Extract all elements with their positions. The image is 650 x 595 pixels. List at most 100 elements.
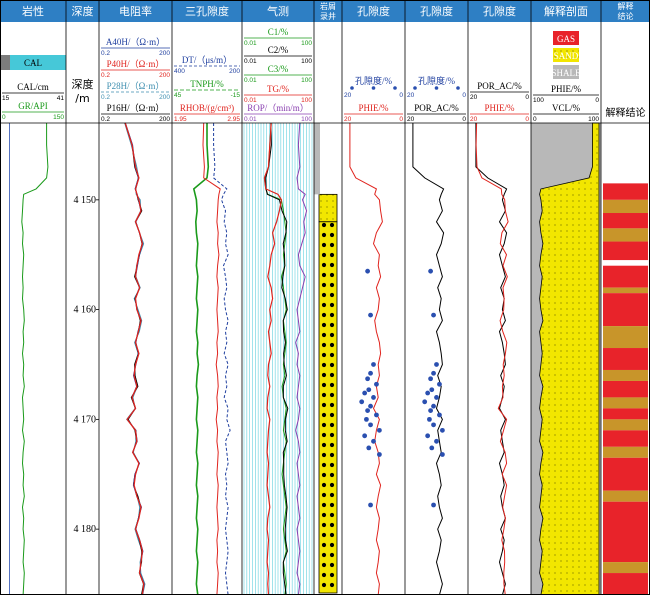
curve-label: C3/%: [268, 64, 289, 74]
phie-curve: [349, 123, 383, 595]
curve-label: C2/%: [268, 45, 289, 55]
interpretation-layer-gas: [603, 183, 648, 200]
interpretation-layer-gas: [603, 241, 648, 261]
scale-min: 0.2: [101, 72, 110, 79]
depth-tick-label: 4 150: [74, 195, 97, 206]
depth-tick-label: 4 170: [74, 414, 97, 425]
scale-min: 1.95: [174, 116, 187, 123]
core-point: [362, 433, 368, 439]
legend-sand-label: SAND: [554, 51, 579, 61]
core-point: [434, 362, 439, 367]
curve-label: TNPH/%: [190, 79, 224, 89]
cal-box-label: CAL: [24, 58, 42, 68]
interpretation-layer-sand: [603, 228, 648, 242]
core-point: [365, 376, 370, 382]
track-title: 电阻率: [119, 4, 152, 18]
curve-label: POR_AC/%: [477, 81, 522, 91]
legend-sand-box: [553, 48, 579, 62]
interpretation-layer-gas: [603, 430, 648, 447]
core-point: [428, 376, 433, 382]
track-title: 岩屑: [320, 1, 336, 11]
tg-curve: [263, 122, 283, 595]
track-title: 解释: [618, 1, 634, 11]
depth-tick-label: 4 180: [74, 524, 97, 535]
core-point: [437, 381, 442, 387]
scale-max: 100: [301, 97, 312, 104]
scale-max: 41: [57, 95, 65, 102]
scale-min: 20: [344, 92, 352, 99]
interpretation-layer-sand: [603, 446, 648, 458]
curve-label: A40H/（Ω·m）: [106, 37, 165, 47]
scale-min: 0.01: [244, 97, 257, 104]
scale-max: 100: [301, 77, 312, 84]
core-point: [428, 268, 433, 274]
curve-label: P40H/（Ω·m）: [107, 59, 165, 69]
track-title: 结论: [618, 11, 634, 21]
track-title: 气测: [267, 4, 289, 18]
scale-max: -15: [231, 92, 241, 99]
core-point: [377, 427, 382, 433]
points-legend-dot: [371, 86, 376, 90]
interpretation-layer-sand: [603, 287, 648, 294]
interpretation-layer-gas: [603, 213, 648, 229]
core-point: [440, 427, 445, 433]
scale-max: 200: [159, 116, 170, 123]
scale-min: 0.01: [244, 77, 257, 84]
depth-label: 深度: [72, 77, 94, 91]
points-label: 孔隙度/%: [418, 75, 456, 86]
conclusion-header: 解释结论: [606, 106, 646, 119]
scale-min: 45: [174, 92, 182, 99]
scale-min: 400: [174, 68, 185, 75]
curve-label: PHIE/%: [359, 103, 390, 113]
phie-curve-2: [475, 122, 509, 595]
track-title: 录井: [320, 11, 336, 21]
core-point: [431, 403, 436, 409]
core-point: [434, 395, 439, 400]
core-point: [368, 422, 373, 428]
curve-label: C1/%: [268, 27, 289, 37]
track-title: 孔隙度: [357, 4, 390, 18]
interpretation-layer-sand: [603, 419, 648, 431]
curve-label: TG/%: [267, 84, 289, 94]
profile-sand-fill: [539, 122, 600, 595]
legend-shale-box: [553, 65, 579, 79]
scale-max: 200: [159, 72, 170, 79]
c1-curve: [263, 122, 287, 595]
points-label: 孔隙度/%: [355, 75, 393, 86]
legend-shale-label: SHALE: [552, 68, 582, 78]
interpretation-layer-sand: [603, 199, 648, 214]
scale-max: 100: [301, 58, 312, 65]
scale-min: 0.01: [244, 116, 257, 123]
scale-min: 20: [407, 92, 415, 99]
scale-min: 0.2: [101, 94, 110, 101]
curve-label: VCL/%: [552, 103, 581, 113]
core-point: [429, 387, 435, 393]
interpretation-layer-white: [603, 260, 648, 266]
curve-label: DT/（μs/m）: [182, 55, 232, 65]
scale-max: 0: [399, 116, 403, 123]
track-title: 三孔隙度: [185, 4, 229, 18]
scale-min: 100: [533, 97, 544, 104]
curve-label: ROP/（min/m）: [247, 103, 309, 113]
scale-max: 100: [301, 116, 312, 123]
core-point: [437, 412, 442, 418]
scale-min: 0.2: [101, 116, 110, 123]
core-point: [425, 433, 431, 439]
points-legend-dot: [393, 86, 397, 90]
scale-min: 20: [344, 116, 352, 123]
track-title: 深度: [72, 4, 94, 18]
curve-label: PHIE/%: [551, 84, 582, 94]
core-point: [428, 408, 433, 413]
core-point: [368, 370, 373, 376]
scale-max: 150: [53, 114, 64, 121]
p40h-curve: [124, 122, 145, 595]
scale-min: 20: [407, 116, 415, 123]
interpretation-layer-gas: [603, 457, 648, 491]
interpretation-layer-gas: [603, 380, 648, 398]
core-point: [425, 390, 431, 396]
interpretation-layer-sand: [603, 490, 648, 502]
rhob-curve: [202, 122, 221, 595]
